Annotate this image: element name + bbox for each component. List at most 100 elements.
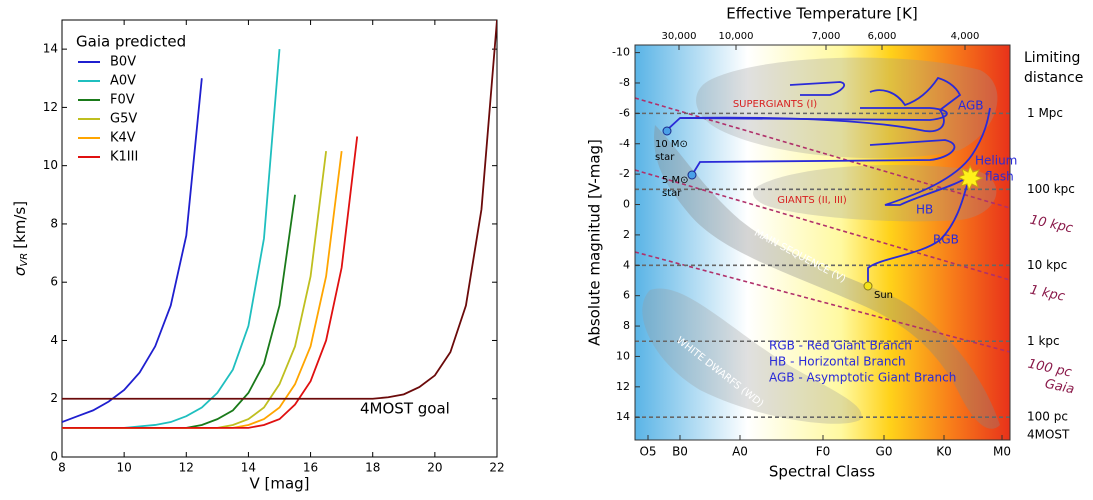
track-label: AGB <box>958 99 984 113</box>
distance-label: 100 pc <box>1027 410 1068 424</box>
series-line <box>62 194 296 429</box>
star-label: 5 M⊙ <box>662 175 689 186</box>
gaia-label: Gaia <box>1043 377 1075 398</box>
top-tick-label: 6,000 <box>868 31 897 42</box>
track-label: HB <box>916 203 933 217</box>
label-part: [km/s] <box>11 201 29 249</box>
series-lines <box>62 20 497 429</box>
track-label: flash <box>985 170 1014 184</box>
legend-label: K4V <box>110 131 136 146</box>
distance-label: 1 kpc <box>1027 334 1060 348</box>
top-tick-label: 30,000 <box>662 31 697 42</box>
track <box>789 81 845 96</box>
x-tick-label: K0 <box>936 445 952 459</box>
x-tick-label: 22 <box>489 461 504 475</box>
label-part: VR <box>19 253 30 267</box>
sun <box>863 281 873 291</box>
x-tick-label: O5 <box>639 445 656 459</box>
track-label: Helium <box>975 154 1017 168</box>
x-tick-label: 8 <box>58 461 66 475</box>
x-axis-label: V [mag] <box>249 475 309 493</box>
x-tick-label: B0 <box>672 445 688 459</box>
main-sequence-region <box>654 125 1000 429</box>
x-tick-label: 12 <box>179 461 194 475</box>
series-line <box>62 150 328 429</box>
y-tick-label: 0 <box>50 450 58 464</box>
y-tick-label: 4 <box>50 333 58 347</box>
series-line <box>62 49 281 429</box>
region-label: SUPERGIANTS (I) <box>733 99 817 110</box>
plot-frame <box>61 19 498 458</box>
y-axis-label: Absolute magnitud [V-mag] <box>586 139 604 346</box>
legend-label: F0V <box>110 93 135 108</box>
x-axis-label: Spectral Class <box>769 463 875 481</box>
label-part: σ <box>11 266 29 276</box>
x-tick-label: M0 <box>993 445 1011 459</box>
key-label: AGB - Asymptotic Giant Branch <box>769 371 956 385</box>
spectral-background <box>635 45 1010 440</box>
y-tick-label: 14 <box>43 42 58 56</box>
x-tick-label: 16 <box>303 461 318 475</box>
x-tick-label: 14 <box>241 461 256 475</box>
legend-label: G5V <box>110 112 137 127</box>
white-dwarf-region <box>642 288 862 424</box>
distance-label: 1 Mpc <box>1027 106 1063 120</box>
region-label: GIANTS (II, III) <box>777 195 847 206</box>
x-tick-label: 10 <box>117 461 132 475</box>
y-tick-label: 6 <box>623 289 630 302</box>
distance-label: 10 kpc <box>1027 258 1067 272</box>
y-tick-label: 8 <box>50 216 58 230</box>
legend-label: K1III <box>110 150 138 165</box>
y-tick-label: 12 <box>616 380 630 393</box>
right-axis-title: distance <box>1024 70 1083 86</box>
x-tick-label: 20 <box>427 461 442 475</box>
series-line <box>62 78 203 423</box>
evolution-tracks <box>666 76 991 285</box>
legend-label: A0V <box>110 74 136 89</box>
y-tick-label: 14 <box>616 410 630 423</box>
track <box>666 107 948 131</box>
distance-sublabel: 4MOST <box>1027 428 1070 442</box>
key-label: HB - Horizontal Branch <box>769 355 906 369</box>
y-tick-label: -8 <box>619 76 630 89</box>
y-tick-label: 10 <box>43 158 58 172</box>
y-axis-label: σVR [km/s] <box>11 201 31 276</box>
hr-diagram: 1 Mpc 100 kpc 10 kpc 1 kpc 100 pc 4MOST Limiti… <box>586 5 1084 481</box>
y-tick-label: 6 <box>50 275 58 289</box>
gaia-limit-line <box>634 97 1011 209</box>
y-tick-label: 12 <box>43 100 58 114</box>
star-label: 10 M⊙ <box>655 139 688 150</box>
y-tick-label: -2 <box>619 167 630 180</box>
series-line <box>62 136 359 429</box>
distance-label: 100 kpc <box>1027 182 1075 196</box>
key-label: RGB - Red Giant Branch <box>769 339 912 353</box>
star-label: Sun <box>874 290 893 301</box>
giant-region <box>753 165 997 222</box>
y-tick-label: 2 <box>623 228 630 241</box>
gaia-label: 1 kpc <box>1028 283 1066 305</box>
x-tick-label: A0 <box>732 445 748 459</box>
supergiant-region <box>696 57 998 159</box>
track <box>867 107 991 285</box>
right-axis-title: Limiting <box>1024 50 1080 66</box>
track <box>679 76 962 133</box>
star-10msun <box>662 126 672 136</box>
y-tick-label: 8 <box>623 319 630 332</box>
track <box>691 139 956 176</box>
helium-flash-star <box>956 164 984 192</box>
y-tick-label: 0 <box>623 198 630 211</box>
star-5msun <box>687 170 697 180</box>
gaia-limit-line <box>634 169 1011 281</box>
y-tick-label: 4 <box>623 258 630 271</box>
legend-label: B0V <box>110 55 136 70</box>
series-line <box>62 20 497 400</box>
x-tick-label: 18 <box>365 461 380 475</box>
annotation: 4MOST goal <box>360 400 450 418</box>
top-tick-label: 10,000 <box>719 31 754 42</box>
legend-title: Gaia predicted <box>76 33 186 51</box>
y-tick-label: -6 <box>619 106 630 119</box>
top-tick-label: 4,000 <box>951 31 980 42</box>
y-tick-label: 10 <box>616 349 630 362</box>
